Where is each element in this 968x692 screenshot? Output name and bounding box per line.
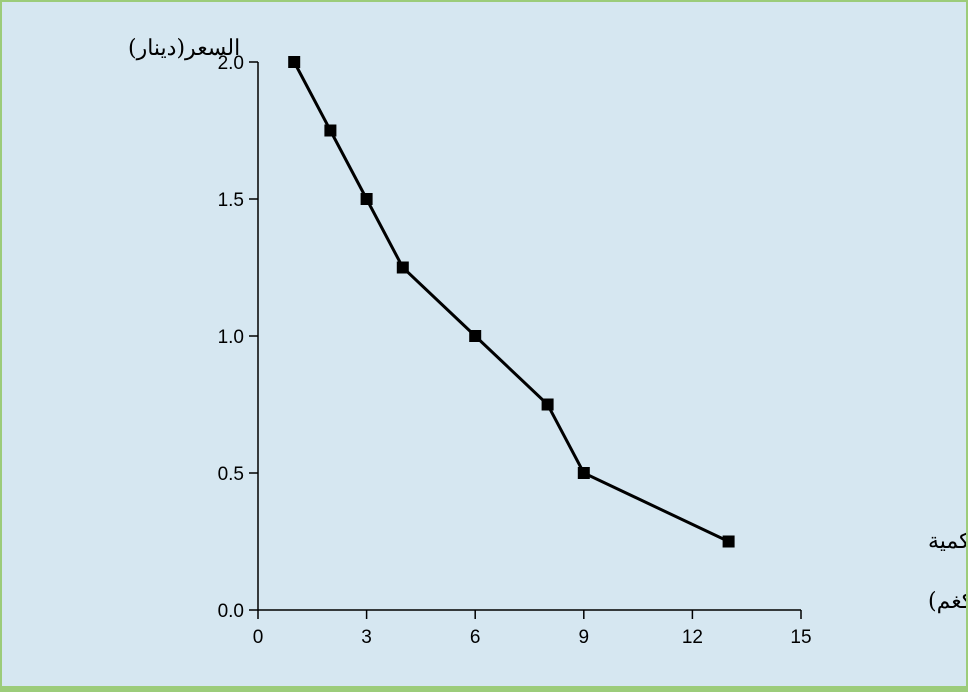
series-line [292,61,730,543]
data-point-marker [469,330,482,342]
y-axis-title: السعر(دينار) [128,36,240,61]
x-tick-label: 0 [253,627,264,648]
y-tick-label: 0.0 [218,601,244,622]
x-axis-title-line2: (كغم) [928,589,966,614]
data-point-marker [324,124,337,137]
x-tick-label: 12 [682,627,703,648]
x-tick-label: 15 [790,627,811,648]
data-point-marker [396,261,409,274]
axes [257,62,801,611]
data-point-marker [577,467,590,479]
data-point-marker [541,398,554,411]
y-tick-label: 1.0 [218,327,244,348]
data-point-marker [722,535,735,548]
x-axis-title-line1: الكمية [928,529,966,554]
y-ticks: 0.0 0.5 1.0 1.5 2.0 [218,53,258,622]
data-point-marker [360,193,373,205]
y-tick-label: 1.5 [218,190,244,211]
data-point-marker [288,56,301,68]
series-markers [288,56,735,548]
y-tick-label: 0.5 [218,464,244,485]
x-tick-label: 3 [361,627,372,648]
x-ticks: 0 3 6 9 12 15 [253,610,812,648]
x-tick-label: 6 [470,627,481,648]
y-tick-label: 2.0 [218,53,244,74]
x-tick-label: 9 [579,627,590,648]
